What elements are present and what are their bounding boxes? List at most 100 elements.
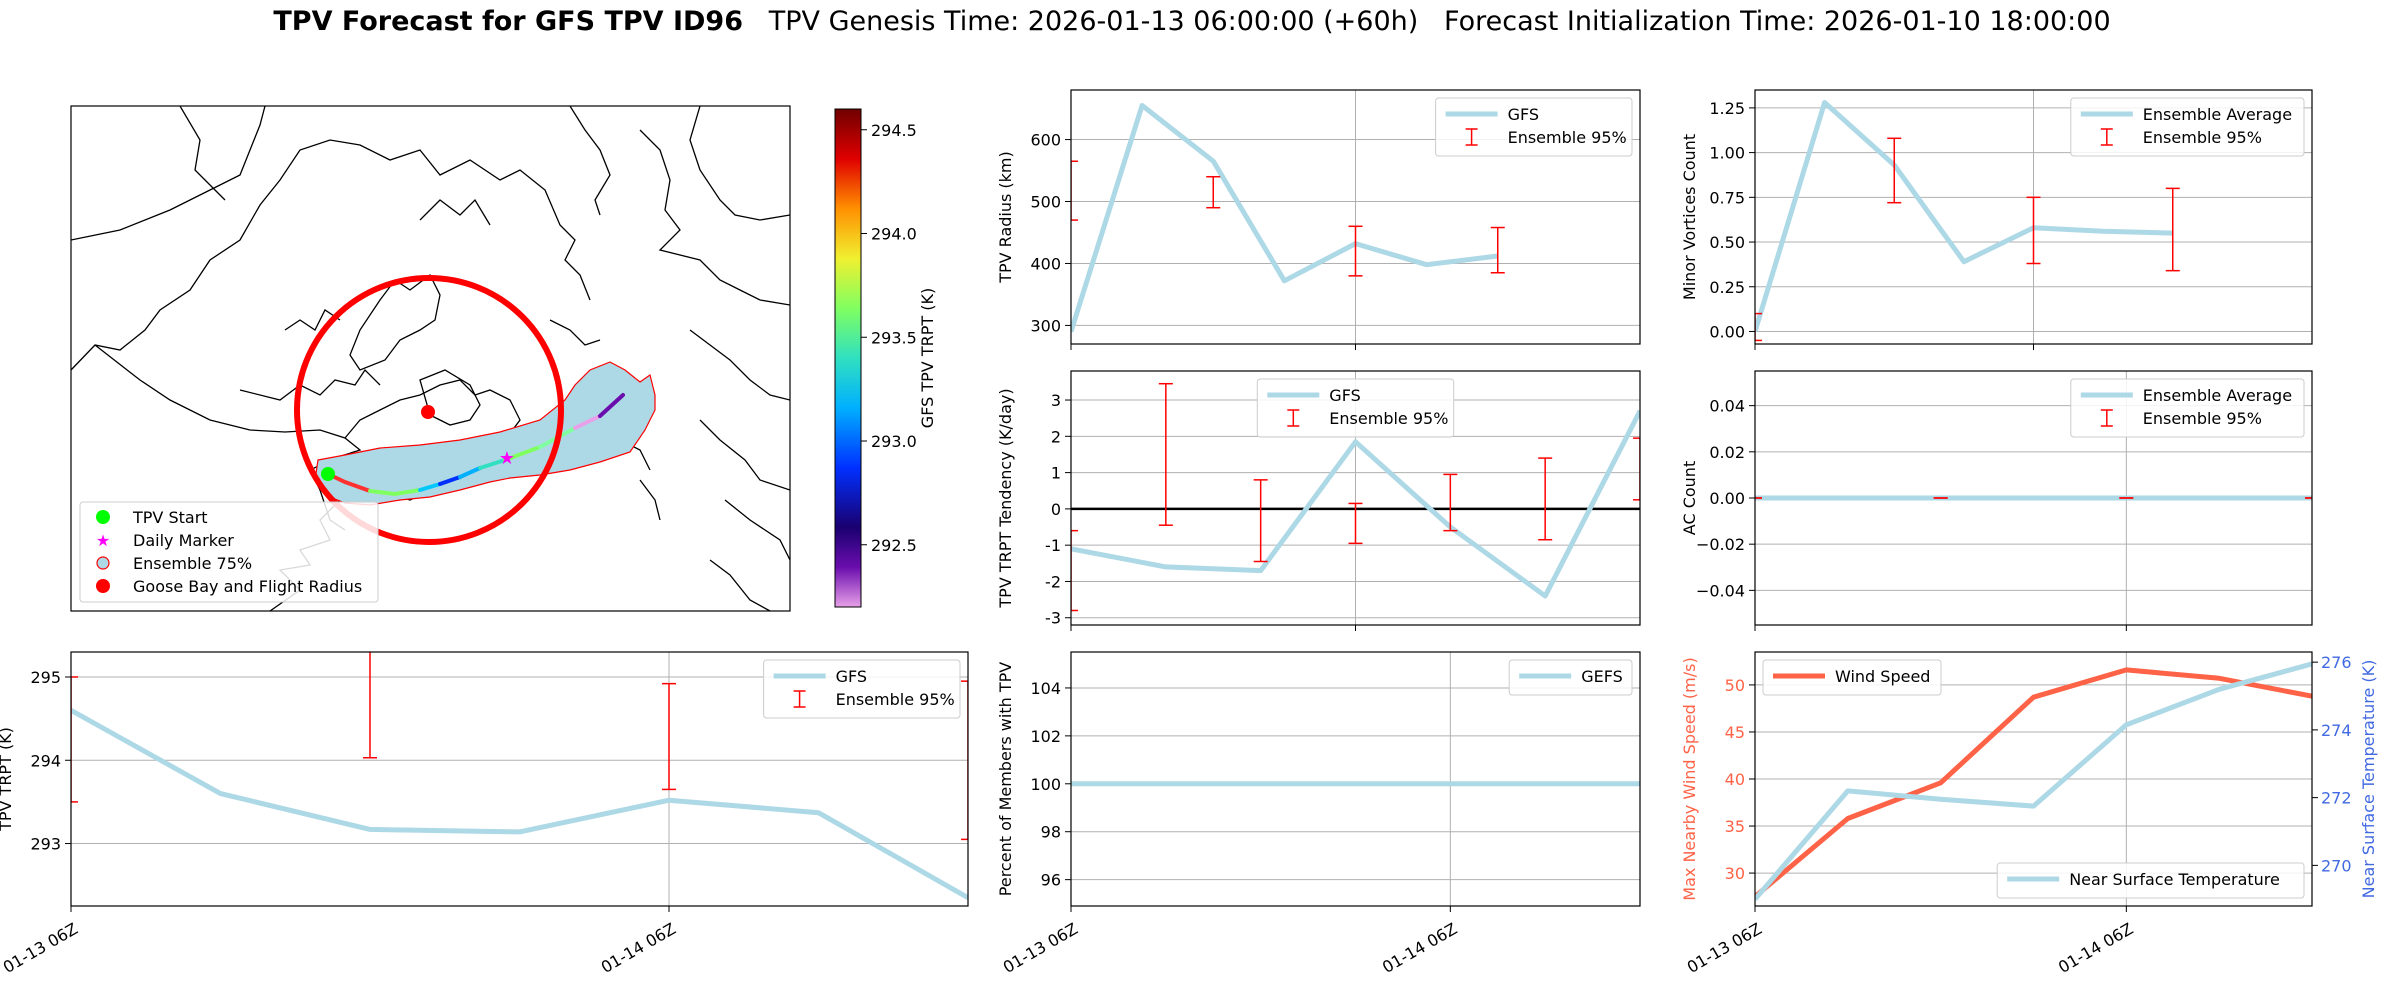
legend-label: Ensemble 95%: [2143, 409, 2262, 428]
colorbar-tick-label: 292.5: [871, 536, 917, 555]
errorbar: [1538, 457, 1553, 541]
legend: Ensemble Average Ensemble 95%: [2070, 97, 2305, 157]
errorbar: [2165, 187, 2180, 272]
ylabel: Minor Vortices Count: [1680, 134, 1699, 300]
errorbar: [961, 680, 968, 841]
errorbar: [1071, 160, 1078, 221]
axes-frame: [1754, 651, 2313, 907]
map-area: ★ TPV Start ★ Daily Marker Ensemble 75% …: [71, 106, 790, 611]
ytick-label: 102: [1030, 727, 1061, 746]
legend: GFS Ensemble 95%: [763, 659, 961, 719]
series-line-wind-speed: [1755, 667, 2312, 899]
colorbar-tick-label: 294.0: [871, 225, 917, 244]
legend: Near Surface Temperature: [1996, 862, 2305, 899]
legend-label: Ensemble Average: [2143, 105, 2292, 124]
colorbar-label: GFS TPV TRPT (K): [918, 288, 937, 428]
ytick-label: 600: [1030, 131, 1061, 150]
ytick-label: 0.02: [1709, 443, 1745, 462]
chart-tendency: -3 -2 -1 0 1 2 3 TPV TRPT Tendency (K/day) GFS En…: [996, 370, 1641, 631]
ytick-label: 104: [1030, 679, 1061, 698]
ensemble-75-area: [314, 361, 656, 506]
ytick-label: 0: [1051, 500, 1061, 519]
errorbar: [1206, 175, 1221, 209]
legend-label: Ensemble Average: [2143, 386, 2292, 405]
legend-goose-bay: Goose Bay and Flight Radius: [133, 577, 362, 596]
colorbar-tick-label: 293.0: [871, 432, 917, 451]
plot-area: [1755, 661, 2312, 901]
legend: GFS Ensemble 95%: [1435, 97, 1633, 157]
ytick-label: 0.00: [1709, 489, 1745, 508]
tpv-start-marker: [321, 467, 335, 481]
axes-frame: [1754, 89, 2313, 345]
ytick-label: -3: [1045, 609, 1061, 628]
ytick-label: 500: [1030, 193, 1061, 212]
chart-percent: 96 98 100 102 104 Percent of Members with TPV…: [996, 651, 1641, 977]
ylabel: Percent of Members with TPV: [996, 662, 1015, 896]
ylabel: Max Nearby Wind Speed (m/s): [1680, 657, 1699, 900]
errorbar: [2026, 196, 2041, 265]
axes-frame: [1070, 89, 1641, 345]
legend: GEFS: [1508, 659, 1633, 696]
ytick-label: 50: [1725, 676, 1745, 695]
plot-area: [71, 652, 968, 900]
errorbar: [363, 652, 377, 759]
xtick-label: 01-14 06Z: [598, 919, 679, 977]
legend-label: Near Surface Temperature: [2069, 870, 2280, 889]
goose-bay-marker: [421, 405, 435, 419]
ytick-label: 0.04: [1709, 397, 1745, 416]
legend: Ensemble Average Ensemble 95%: [2070, 378, 2305, 438]
ytick-label: -1: [1045, 536, 1061, 555]
ytick-right-label: 270: [2321, 856, 2352, 875]
axes-frame: [1754, 370, 2313, 626]
ytick-label: -2: [1045, 572, 1061, 591]
errorbar: [662, 682, 676, 791]
legend-label: Wind Speed: [1835, 667, 1930, 686]
ytick-label: 1.00: [1709, 144, 1745, 163]
ytick-label: 96: [1041, 871, 1061, 890]
colorbar-tick-label: 293.5: [871, 328, 917, 347]
ytick-label: 2: [1051, 427, 1061, 446]
legend-ensemble-icon: [96, 556, 110, 570]
legend-label: Ensemble 95%: [1508, 128, 1627, 147]
legend-label: GFS: [836, 667, 867, 686]
errorbar: [1253, 479, 1268, 563]
legend-label: Ensemble 95%: [2143, 128, 2262, 147]
legend-start-icon: [96, 510, 110, 524]
ytick-label: −0.04: [1696, 581, 1745, 600]
ytick-label: 294: [30, 751, 61, 770]
xtick-label: 01-13 06Z: [1000, 919, 1081, 977]
series-line-ensemble-average: [1755, 100, 2173, 333]
map-legend: TPV Start ★ Daily Marker Ensemble 75% Go…: [79, 501, 379, 603]
series-line-gfs: [71, 708, 968, 900]
errorbar: [1158, 382, 1173, 526]
legend: GFS Ensemble 95%: [1256, 378, 1455, 438]
colorbar-ticks: 292.5 293.0 293.5 294.0 294.5: [861, 121, 917, 555]
colorbar: [834, 108, 862, 608]
ytick-label: 1.25: [1709, 99, 1745, 118]
flight-radius-circle: [294, 275, 564, 545]
ylabel: AC Count: [1680, 461, 1699, 535]
ytick-right-label: 276: [2321, 653, 2352, 672]
legend-star-icon: ★: [96, 531, 110, 550]
chart-radius: 300 400 500 600 TPV Radius (km) GFS Ensemble 9…: [996, 89, 1641, 350]
errorbar: [1348, 502, 1363, 545]
legend: Wind Speed: [1762, 659, 1942, 696]
axes-frame: [70, 651, 969, 907]
ytick-right-label: 272: [2321, 789, 2352, 808]
errorbar: [1887, 137, 1902, 204]
legend-label: Ensemble 95%: [836, 690, 955, 709]
errorbar: [1633, 437, 1640, 501]
legend-label: GEFS: [1581, 667, 1623, 686]
ytick-label: 30: [1725, 864, 1745, 883]
ytick-label: 1: [1051, 464, 1061, 483]
errorbar: [71, 676, 78, 803]
ytick-label: 400: [1030, 254, 1061, 273]
legend-goose-bay-icon: [96, 579, 110, 593]
errorbar: [1755, 312, 1762, 342]
ytick-label: 40: [1725, 770, 1745, 789]
ytick-label: 0.50: [1709, 233, 1745, 252]
series-line-near-surface-temperature: [1755, 661, 2312, 901]
ylabel-right: Near Surface Temperature (K): [2359, 660, 2378, 899]
ylabel: TPV TRPT Tendency (K/day): [996, 388, 1015, 608]
